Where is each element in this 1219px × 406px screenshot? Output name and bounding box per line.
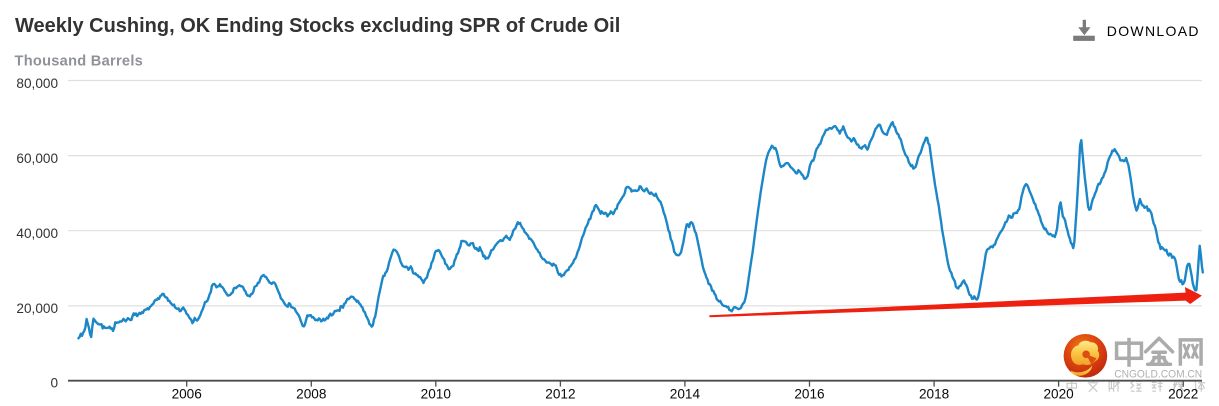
svg-text:CNGOLD.COM.CN: CNGOLD.COM.CN xyxy=(1114,369,1202,381)
svg-text:2022: 2022 xyxy=(1168,387,1198,402)
svg-text:60,000: 60,000 xyxy=(16,151,58,166)
svg-text:2020: 2020 xyxy=(1043,387,1074,402)
svg-text:Weekly Cushing, OK Ending Stoc: Weekly Cushing, OK Ending Stocks excludi… xyxy=(15,15,620,37)
svg-text:20,000: 20,000 xyxy=(16,301,58,316)
svg-text:2008: 2008 xyxy=(296,387,326,402)
svg-text:2016: 2016 xyxy=(794,387,824,402)
svg-text:80,000: 80,000 xyxy=(16,76,58,91)
svg-text:40,000: 40,000 xyxy=(16,226,58,241)
svg-text:DOWNLOAD: DOWNLOAD xyxy=(1107,23,1200,39)
svg-text:2014: 2014 xyxy=(670,387,701,402)
svg-text:2012: 2012 xyxy=(545,387,575,402)
svg-text:2018: 2018 xyxy=(919,387,949,402)
svg-text:2006: 2006 xyxy=(172,387,202,402)
svg-text:2010: 2010 xyxy=(421,387,452,402)
svg-text:0: 0 xyxy=(50,376,58,391)
svg-text:Thousand Barrels: Thousand Barrels xyxy=(15,53,144,69)
